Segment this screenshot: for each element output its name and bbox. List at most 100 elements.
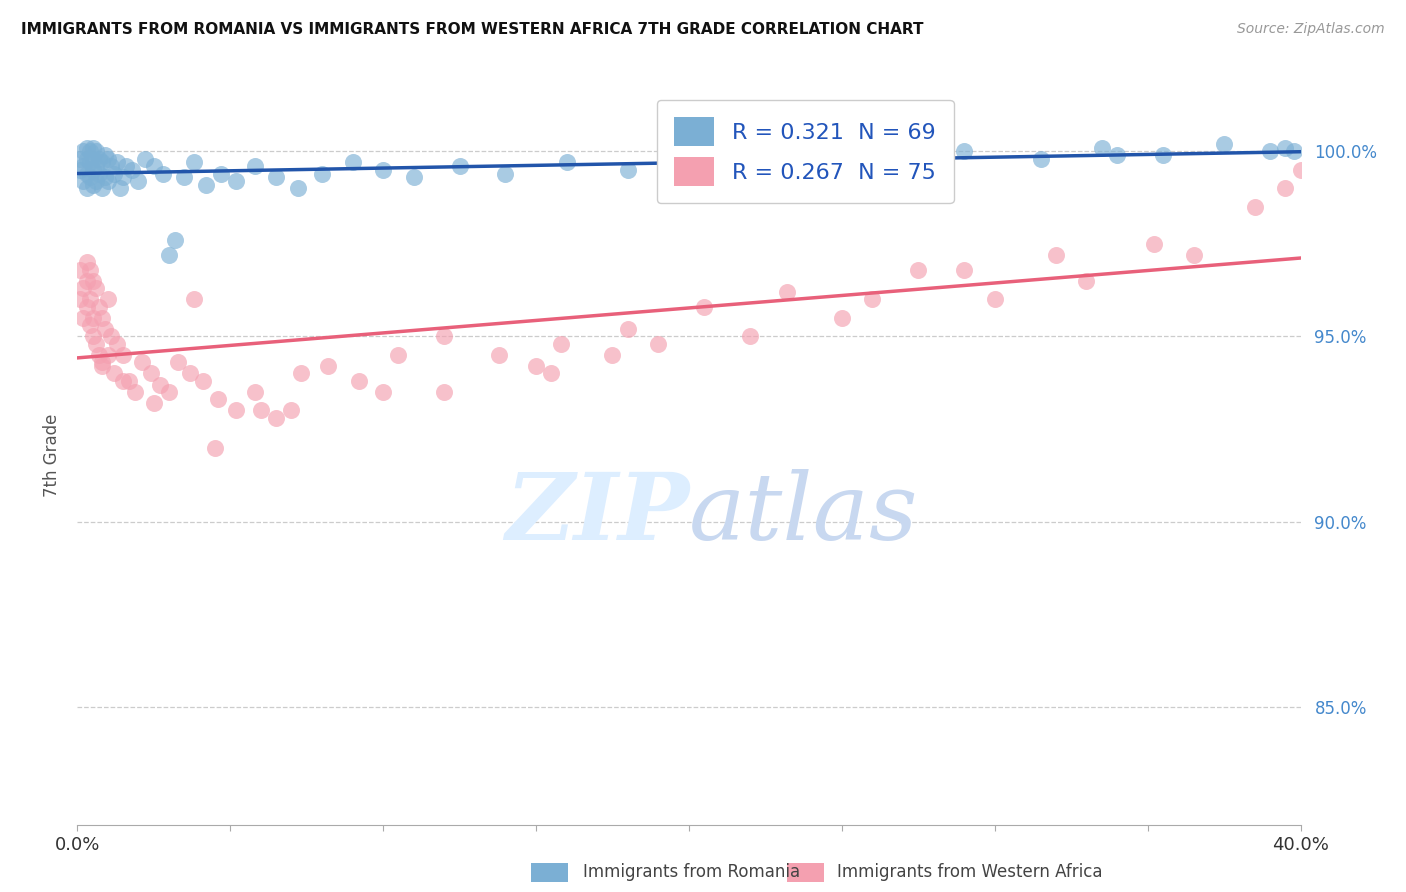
Point [1213, 136, 1236, 151]
Point [112, 348, 135, 362]
Point [69, 152, 91, 166]
Point [1143, 236, 1166, 251]
Point [69, 162, 91, 177]
Point [1152, 148, 1174, 162]
Point [82, 152, 104, 166]
Point [76, 181, 98, 195]
Point [1274, 181, 1296, 195]
Point [82, 329, 104, 343]
Point [524, 359, 547, 373]
Point [280, 403, 302, 417]
Point [118, 374, 141, 388]
Point [112, 170, 135, 185]
Point [225, 174, 247, 188]
Point [84, 336, 107, 351]
Point [647, 336, 669, 351]
Point [495, 167, 517, 181]
Point [139, 367, 162, 381]
Point [69, 293, 91, 307]
Point [862, 293, 884, 307]
Point [207, 392, 229, 407]
Point [72, 310, 94, 325]
Point [76, 274, 98, 288]
Point [678, 152, 700, 166]
Point [1258, 145, 1281, 159]
Point [831, 310, 853, 325]
Point [108, 181, 131, 195]
Point [1289, 162, 1312, 177]
Point [84, 281, 107, 295]
Point [740, 159, 762, 173]
Point [94, 322, 117, 336]
Point [105, 336, 128, 351]
Text: Source: ZipAtlas.com: Source: ZipAtlas.com [1237, 22, 1385, 37]
Point [142, 159, 165, 173]
Point [87, 348, 110, 362]
Point [1091, 141, 1114, 155]
Point [167, 355, 190, 369]
Point [209, 167, 232, 181]
Point [387, 348, 409, 362]
Point [97, 348, 120, 362]
Point [79, 293, 101, 307]
Point [105, 155, 128, 169]
Point [876, 155, 898, 169]
Point [72, 159, 94, 173]
Point [142, 396, 165, 410]
Point [97, 174, 120, 188]
Text: Immigrants from Western Africa: Immigrants from Western Africa [837, 863, 1102, 881]
Point [433, 329, 456, 343]
Point [82, 310, 104, 325]
Point [194, 178, 217, 192]
Point [79, 318, 101, 333]
Point [90, 359, 112, 373]
Point [82, 162, 104, 177]
Point [127, 174, 149, 188]
Point [1076, 274, 1098, 288]
Point [1045, 248, 1067, 262]
Point [617, 162, 640, 177]
Point [740, 329, 762, 343]
Y-axis label: 7th Grade: 7th Grade [42, 413, 60, 497]
Point [264, 170, 287, 185]
Point [103, 167, 125, 181]
Point [76, 141, 98, 155]
Point [402, 170, 425, 185]
Point [90, 355, 112, 369]
Point [243, 384, 266, 399]
Point [191, 374, 214, 388]
Point [204, 441, 226, 455]
Point [984, 293, 1007, 307]
Point [84, 145, 107, 159]
Point [243, 159, 266, 173]
Point [94, 148, 117, 162]
Text: Immigrants from Romania: Immigrants from Romania [583, 863, 800, 881]
Point [87, 167, 110, 181]
Point [1182, 248, 1205, 262]
Text: ZIP: ZIP [505, 469, 689, 559]
Point [693, 300, 716, 314]
Point [72, 145, 94, 159]
Point [165, 233, 187, 247]
Point [776, 285, 799, 299]
Point [76, 167, 98, 181]
Point [131, 355, 153, 369]
Point [90, 310, 112, 325]
Point [371, 384, 394, 399]
Point [550, 336, 572, 351]
Point [183, 293, 205, 307]
Point [800, 148, 823, 162]
Point [79, 145, 101, 159]
Point [173, 170, 195, 185]
Point [1274, 141, 1296, 155]
Point [82, 274, 104, 288]
Point [112, 374, 135, 388]
Point [84, 159, 107, 173]
Point [149, 377, 172, 392]
Point [79, 170, 101, 185]
Point [1107, 148, 1129, 162]
Point [79, 155, 101, 169]
Point [72, 281, 94, 295]
Point [449, 159, 471, 173]
Point [225, 403, 247, 417]
